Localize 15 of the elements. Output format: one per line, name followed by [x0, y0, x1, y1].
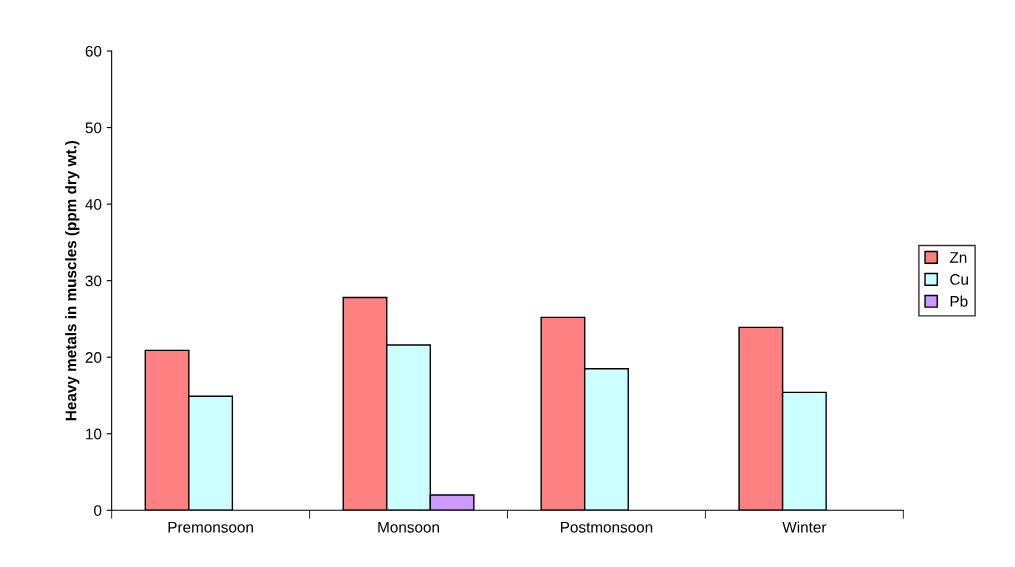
x-tick-label: Premonsoon — [168, 521, 253, 533]
y-tick-label: 10 — [86, 428, 102, 440]
legend-label: Pb — [950, 295, 968, 307]
y-axis-title: Heavy metals in muscles (ppm dry wt.) — [65, 140, 80, 421]
legend-label: Zn — [949, 252, 967, 263]
x-tick-label: Winter — [782, 521, 827, 533]
y-tick-label: 40 — [85, 198, 102, 210]
legend-label: Cu — [950, 273, 968, 285]
x-tick-label: Postmonsoon — [561, 521, 653, 533]
y-tick-label: 0 — [94, 505, 102, 516]
y-tick-label: 20 — [85, 352, 102, 363]
x-tick-label: Monsoon — [378, 521, 439, 533]
y-tick-label: 50 — [85, 122, 102, 134]
y-tick-label: 60 — [85, 45, 102, 57]
y-tick-label: 30 — [85, 275, 102, 287]
